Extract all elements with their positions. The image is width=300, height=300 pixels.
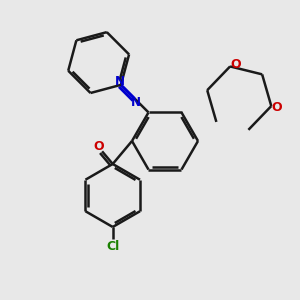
Text: N: N [130, 96, 141, 109]
Text: N: N [115, 75, 125, 88]
Text: O: O [272, 101, 282, 114]
Text: Cl: Cl [106, 240, 119, 253]
Text: O: O [230, 58, 241, 71]
Text: O: O [94, 140, 104, 153]
